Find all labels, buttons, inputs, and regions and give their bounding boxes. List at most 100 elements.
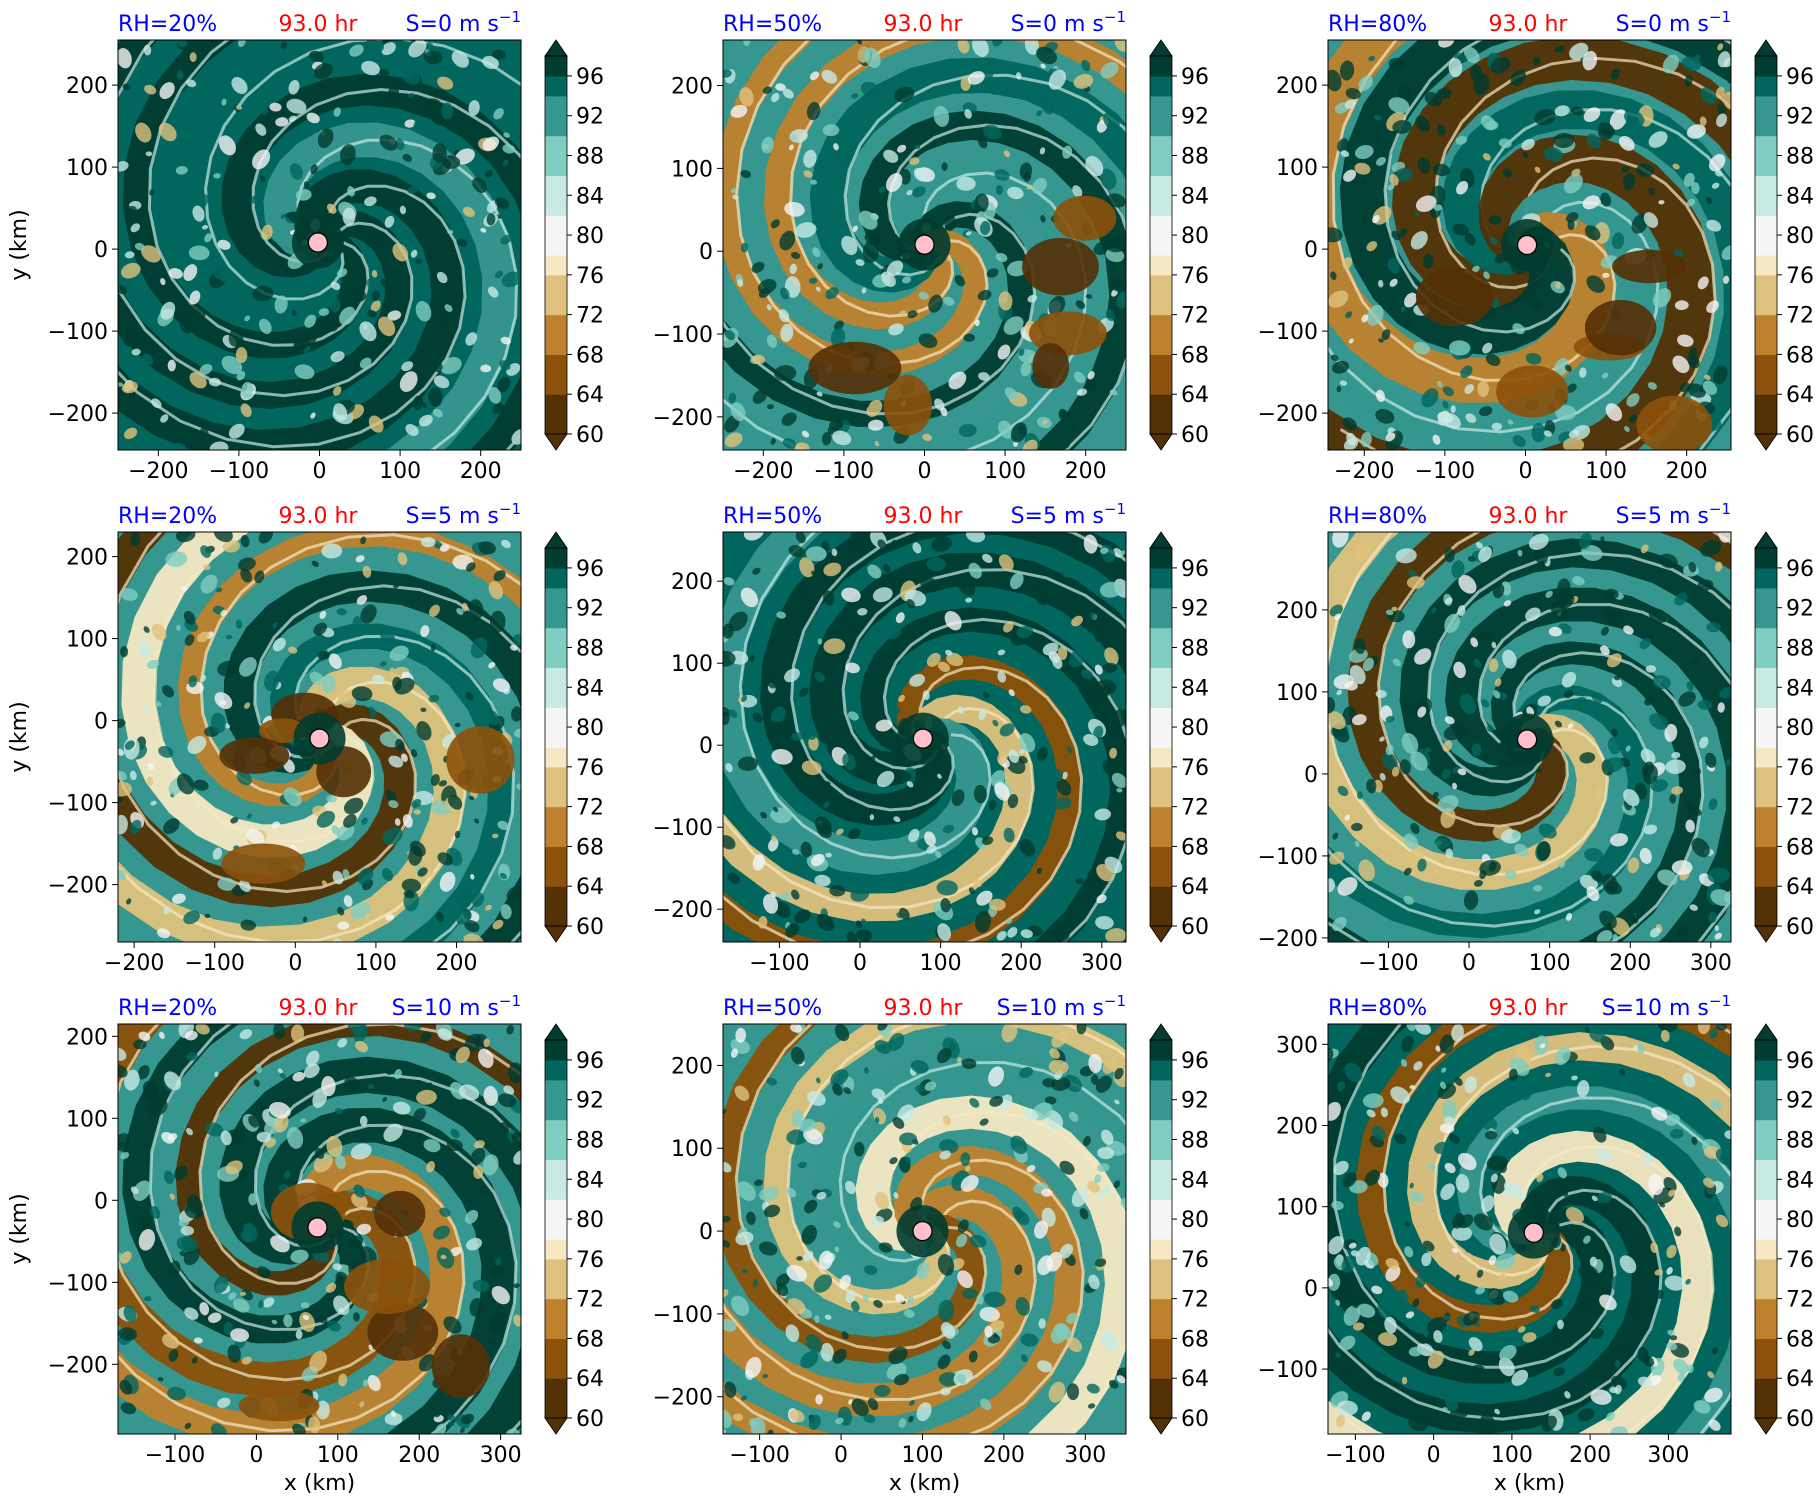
colorbar-level [545, 627, 567, 649]
texture-cell [906, 189, 913, 196]
texture-cell [948, 371, 967, 390]
texture-cell [899, 907, 910, 920]
texture-cell [1518, 1193, 1525, 1201]
texture-cell [1391, 606, 1398, 612]
texture-cell [1620, 1344, 1630, 1353]
storm-center-marker [1516, 234, 1538, 256]
texture-cell [789, 129, 808, 143]
colorbar-level [1755, 95, 1777, 117]
texture-cell [1441, 1407, 1448, 1412]
texture-cell [1699, 116, 1707, 126]
texture-cell [877, 539, 887, 550]
colorbar-level [1150, 374, 1172, 395]
texture-cell [897, 1104, 915, 1124]
x-tick-label: 0 [834, 1443, 848, 1468]
texture-cell [771, 748, 793, 765]
colorbar-level [1150, 826, 1172, 847]
texture-cell [1666, 1149, 1676, 1159]
texture-cell [735, 1231, 754, 1246]
texture-cell [1004, 387, 1018, 400]
texture-cell [405, 424, 419, 436]
texture-cell [798, 1161, 807, 1169]
texture-cell [456, 888, 474, 909]
colorbar-tick-label: 68 [576, 835, 604, 860]
texture-cell [494, 197, 510, 209]
texture-cell [493, 108, 504, 120]
rh-field [723, 40, 1126, 450]
colorbar-extend-min [1754, 433, 1778, 451]
texture-cell [464, 920, 480, 933]
texture-cell [317, 83, 324, 88]
texture-cell [1555, 405, 1577, 421]
colorbar-tick-label: 76 [576, 1248, 604, 1273]
texture-cell [1094, 808, 1111, 821]
texture-cell [1027, 294, 1038, 303]
texture-cell [1337, 877, 1358, 896]
texture-cell [1358, 859, 1376, 882]
texture-cell [240, 919, 256, 931]
texture-cell [454, 722, 461, 728]
texture-cell [809, 71, 820, 81]
texture-cell [280, 41, 288, 49]
texture-cell [1714, 925, 1720, 932]
colorbar-tick-label: 92 [1786, 597, 1814, 622]
texture-cell [922, 433, 933, 441]
texture-cell [1697, 579, 1714, 591]
colorbar-tick-label: 84 [1786, 676, 1814, 701]
texture-cell [924, 1081, 937, 1091]
colorbar-tick-label: 80 [1786, 224, 1814, 249]
spiral-band [118, 40, 412, 410]
texture-cell [1488, 658, 1499, 673]
texture-cell [470, 1147, 486, 1165]
texture-cell [1640, 748, 1656, 765]
texture-cell [735, 1027, 747, 1043]
texture-cell [1402, 702, 1414, 717]
texture-cell [1072, 185, 1083, 198]
colorbar-level [1755, 1159, 1777, 1180]
texture-cell [1438, 613, 1445, 618]
x-tick-label: 0 [853, 951, 867, 976]
texture-cell [218, 135, 236, 156]
texture-cell [318, 308, 330, 316]
texture-cell [1399, 227, 1408, 238]
colorbar-level [545, 155, 567, 176]
spiral-edge [1339, 156, 1717, 450]
texture-cell [731, 187, 737, 194]
texture-cell [175, 165, 188, 175]
texture-cell [368, 1084, 375, 1089]
texture-cell [501, 539, 511, 549]
texture-cell [940, 1322, 956, 1339]
y-tick-label: −200 [48, 1353, 108, 1378]
texture-cell [801, 760, 822, 776]
texture-cell [823, 801, 830, 809]
texture-cell [1498, 1161, 1508, 1173]
colorbar-level [1150, 846, 1172, 867]
texture-cell [337, 906, 345, 916]
texture-cell [391, 697, 400, 704]
colorbar-tick-label: 88 [1181, 144, 1209, 169]
texture-cell [1642, 1355, 1655, 1367]
texture-cell [795, 222, 817, 238]
spiral-edge [886, 123, 1126, 450]
texture-cell [241, 381, 254, 399]
texture-cell [805, 546, 827, 562]
colorbar-tick-label: 60 [1181, 915, 1209, 940]
texture-cell [403, 890, 415, 899]
texture-cell [439, 871, 456, 892]
texture-cell [174, 1165, 188, 1181]
texture-cell [1378, 338, 1384, 343]
texture-cell [436, 271, 448, 284]
texture-cell [1336, 1400, 1358, 1416]
colorbar-tick-label: 84 [1181, 1168, 1209, 1193]
texture-cell [798, 1118, 816, 1132]
texture-cell [1719, 687, 1731, 699]
texture-cell [1413, 341, 1431, 355]
texture-cell [1421, 1252, 1432, 1267]
texture-cell [146, 776, 154, 786]
texture-cell [1361, 1411, 1371, 1422]
texture-cell [386, 86, 399, 101]
texture-cell [1343, 169, 1357, 182]
